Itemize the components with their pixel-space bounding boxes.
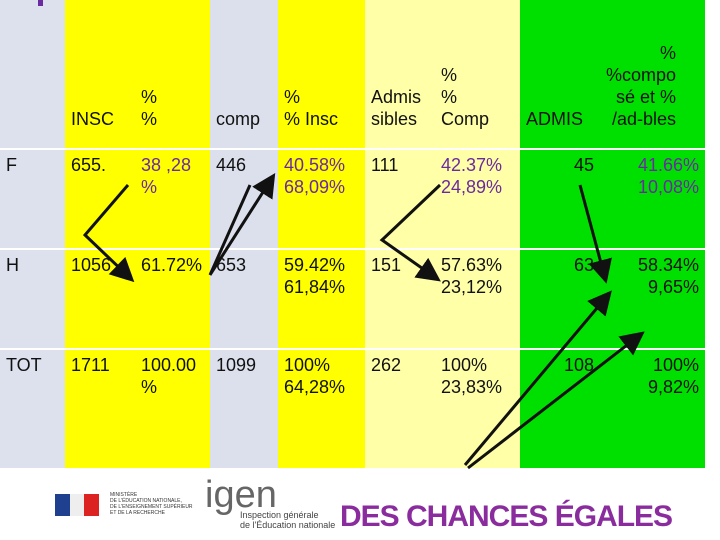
header-cell: Admis sibles [365, 0, 435, 150]
table-cell: 61.72% [135, 250, 210, 350]
table-cell: 41.66% 10,08% [600, 150, 705, 250]
flag [55, 494, 100, 516]
table-cell: 59.42% 61,84% [278, 250, 365, 350]
header-cell: INSC [65, 0, 135, 150]
table-cell: 58.34% 9,65% [600, 250, 705, 350]
table-cell: 108 [520, 350, 600, 470]
accent [38, 0, 43, 6]
header-cell: ADMIS [520, 0, 600, 150]
igen-subtitle: Inspection générale de l'Éducation natio… [240, 510, 336, 530]
table-cell: 653 [210, 250, 278, 350]
table-cell: 446 [210, 150, 278, 250]
header-cell: comp [210, 0, 278, 150]
table-cell: 100% 9,82% [600, 350, 705, 470]
table-cell: 100% 64,28% [278, 350, 365, 470]
table-cell: 1711 [65, 350, 135, 470]
corner-cell [0, 0, 65, 150]
row-header: H [0, 250, 65, 350]
table-cell: 57.63% 23,12% [435, 250, 520, 350]
slogan: DES CHANCES ÉGALES [340, 500, 673, 533]
header-cell: % % Comp [435, 0, 520, 150]
ministry-text: MINISTÈRE DE L'ÉDUCATION NATIONALE, DE L… [110, 492, 193, 516]
row-header: F [0, 150, 65, 250]
table-cell: 111 [365, 150, 435, 250]
table-cell: 100.00 % [135, 350, 210, 470]
table-cell: 38 ,28 % [135, 150, 210, 250]
table-cell: 1056 [65, 250, 135, 350]
header-cell: % % [135, 0, 210, 150]
row-header: TOT [0, 350, 65, 470]
header-cell: % %compo sé et % /ad-bles [600, 0, 705, 150]
table-cell: 100% 23,83% [435, 350, 520, 470]
table-cell: 45 [520, 150, 600, 250]
table-cell: 63 [520, 250, 600, 350]
table-cell: 151 [365, 250, 435, 350]
igen-logo: igen [205, 474, 277, 516]
table-cell: 1099 [210, 350, 278, 470]
table-cell: 40.58% 68,09% [278, 150, 365, 250]
table-cell: 42.37% 24,89% [435, 150, 520, 250]
ministry-logo [55, 488, 180, 524]
header-cell: % % Insc [278, 0, 365, 150]
table-cell: 262 [365, 350, 435, 470]
table-cell: 655. [65, 150, 135, 250]
